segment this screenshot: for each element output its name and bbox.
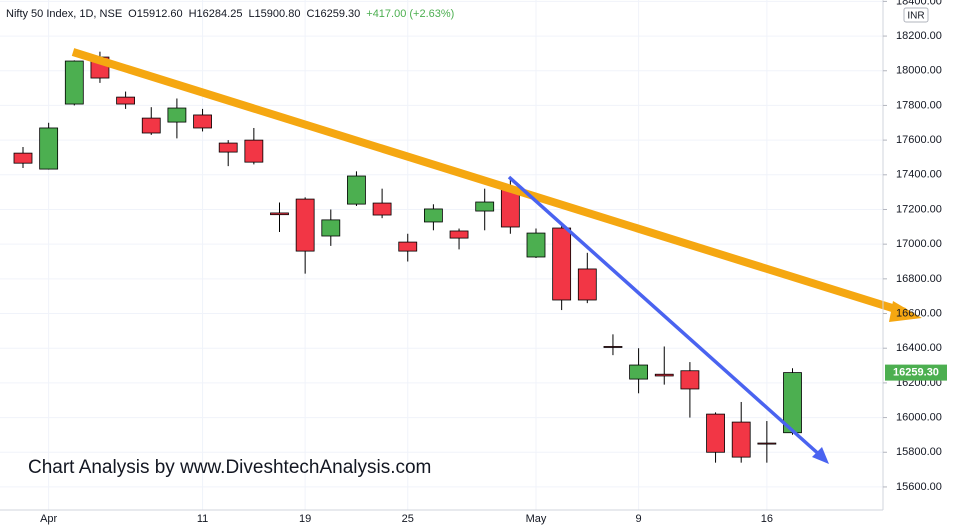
candle-body [39, 127, 59, 170]
y-tick-label: 15600.00 [896, 481, 942, 493]
y-tick-label: 18200.00 [896, 30, 942, 42]
x-tick-label: 16 [761, 513, 773, 525]
candle-body [654, 373, 674, 377]
header-item: C16259.30 [306, 8, 360, 20]
candle-body [706, 413, 725, 453]
header-item: L15900.80 [248, 8, 300, 20]
header-item: +417.00 (+2.63%) [366, 8, 454, 20]
arrow-head [889, 301, 922, 322]
candle-body [270, 212, 289, 216]
candle-body [141, 117, 161, 134]
y-tick-label: 16000.00 [896, 411, 942, 423]
candle-body [731, 421, 751, 458]
currency-box [903, 7, 929, 23]
trend-line [507, 175, 824, 459]
y-tick-label: 17000.00 [896, 238, 942, 250]
candle-body [757, 442, 777, 445]
header-item: Nifty 50 Index, 1D, NSE [6, 8, 122, 20]
candle-body [295, 198, 315, 252]
candle-body [347, 175, 366, 205]
candle-body [526, 232, 546, 258]
x-tick-label: Apr [40, 513, 57, 525]
candle-body [629, 364, 648, 380]
trend-line [71, 48, 907, 316]
grid [0, 0, 883, 510]
y-tick-label: 18400.00 [896, 0, 942, 7]
candle-body [218, 142, 238, 153]
x-tick-label: 9 [636, 513, 642, 525]
x-tick-label: 11 [197, 513, 208, 525]
candle-body [475, 201, 495, 212]
x-tick-label: 19 [299, 513, 311, 525]
header: Nifty 50 Index, 1D, NSE O15912.60 H16284.2… [6, 8, 454, 20]
y-tick-label: 16400.00 [896, 342, 942, 354]
candle-body [244, 139, 264, 163]
candle-body [603, 346, 623, 348]
candle-body [13, 152, 33, 164]
candles [13, 51, 802, 463]
candle-body [680, 370, 700, 390]
candle-body [64, 60, 84, 105]
candle-body [321, 219, 341, 237]
y-tick-label: 16600.00 [896, 307, 942, 319]
arrow-head [812, 447, 829, 464]
header-item: H16284.25 [189, 8, 243, 20]
last-price-box [885, 364, 947, 381]
candle-body [398, 241, 418, 252]
candle-body [167, 107, 187, 123]
candle-body [193, 114, 212, 129]
y-tick-label: 16800.00 [896, 273, 942, 285]
candle-body [423, 208, 443, 223]
candle-body [449, 230, 469, 239]
last-price-label: 16259.30 [893, 367, 939, 379]
y-tick-label: 17200.00 [896, 203, 942, 215]
candle-body [577, 268, 597, 301]
y-tick-label: 17400.00 [896, 169, 942, 181]
candle-body [372, 202, 392, 216]
x-tick-label: May [526, 513, 547, 525]
watermark: Chart Analysis by www.DiveshtechAnalysis… [28, 457, 431, 478]
y-tick-label: 15800.00 [896, 446, 942, 458]
currency: INR [907, 11, 924, 22]
x-tick-label: 25 [402, 513, 414, 525]
y-tick-label: 17600.00 [896, 134, 942, 146]
y-tick-label: 17800.00 [896, 99, 942, 111]
header-item: O15912.60 [128, 8, 182, 20]
candle-body [552, 227, 572, 301]
candle-body [116, 96, 135, 105]
y-tick-label: 18000.00 [896, 65, 942, 77]
